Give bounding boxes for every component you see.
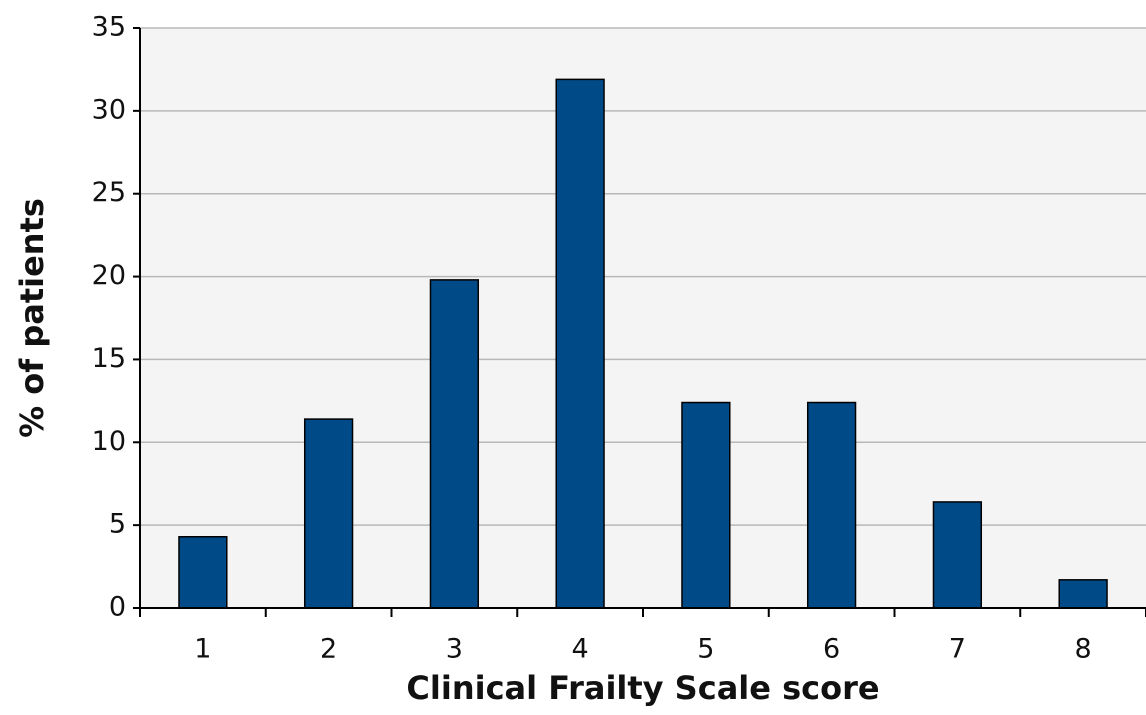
bar: [555, 78, 605, 609]
x-tick-label: 8: [1075, 634, 1092, 665]
bar: [303, 418, 354, 609]
bar: [681, 401, 731, 609]
bar: [429, 279, 480, 609]
y-tick-label: 5: [109, 509, 126, 540]
y-tick-label: 15: [92, 343, 126, 374]
x-tick-label: 4: [572, 634, 589, 665]
x-tick-label: 1: [194, 634, 211, 665]
y-tick-label: 0: [109, 592, 126, 623]
x-tick-label: 7: [949, 634, 966, 665]
y-tick-label: 35: [92, 12, 126, 43]
y-tick-label: 30: [92, 94, 126, 125]
x-tick-label: 6: [823, 634, 840, 665]
y-tick-label: 20: [92, 260, 126, 291]
x-tick-label: 5: [697, 634, 714, 665]
bar: [932, 501, 983, 609]
x-tick-label: 2: [320, 634, 337, 665]
bar: [806, 401, 857, 609]
y-tick-label: 10: [92, 426, 126, 457]
x-tick-label: 3: [446, 634, 463, 665]
plot-area: [140, 28, 1146, 608]
bar: [1058, 579, 1108, 609]
y-axis-title: % of patients: [13, 198, 51, 438]
x-axis-title: Clinical Frailty Scale score: [406, 669, 879, 707]
bar: [178, 535, 228, 609]
y-tick-label: 25: [92, 177, 126, 208]
